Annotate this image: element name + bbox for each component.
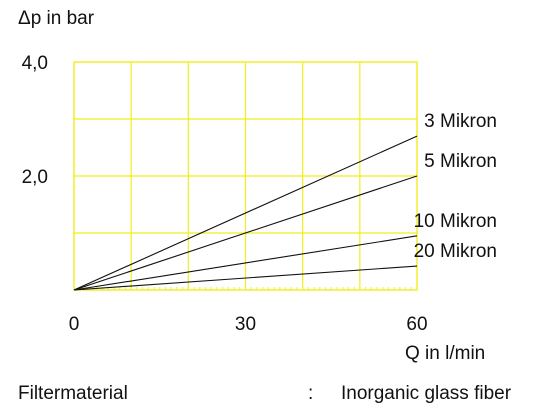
filtermaterial-value: Inorganic glass fiber [341, 383, 512, 404]
y-tick-label: 4,0 [22, 53, 48, 74]
series-line-1 [73, 175, 418, 291]
series-label-0: 3 Mikron [424, 111, 497, 132]
series-label-2: 10 Mikron [414, 211, 497, 232]
tick-labels: 0 30 60 2,0 4,0 [22, 53, 428, 335]
series-lines [73, 135, 418, 291]
series-label-3: 20 Mikron [414, 241, 497, 262]
y-tick-label: 2,0 [22, 167, 48, 188]
x-tick-label: 30 [235, 314, 256, 335]
x-axis-label: Q in l/min [405, 343, 486, 364]
series-label-1: 5 Mikron [424, 151, 497, 172]
filtermaterial-label: Filtermaterial [18, 383, 128, 404]
series-line-3 [73, 265, 418, 291]
x-tick-label: 0 [69, 314, 80, 335]
x-tick-label: 60 [406, 314, 427, 335]
series-line-2 [73, 235, 418, 291]
footer-separator: : [308, 383, 314, 404]
chart-grid [73, 61, 418, 291]
y-axis-label: Δp in bar [18, 8, 95, 29]
series-labels: 3 Mikron 5 Mikron 10 Mikron 20 Mikron [414, 111, 497, 262]
series-line-0 [73, 135, 418, 291]
